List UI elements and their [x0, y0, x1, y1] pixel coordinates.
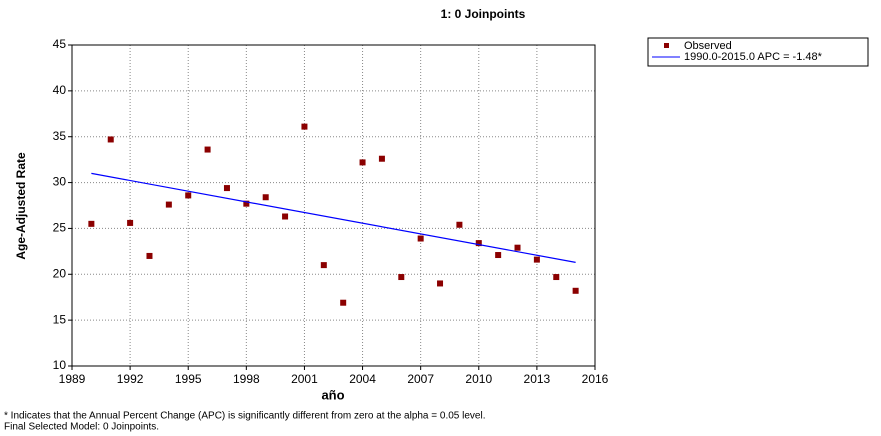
point [340, 299, 347, 306]
y-axis-label: Age-Adjusted Rate [14, 152, 28, 260]
point [417, 235, 424, 242]
point [495, 252, 502, 259]
point [553, 274, 560, 281]
y-tick-label: 20 [53, 266, 67, 280]
point [359, 159, 366, 166]
point [107, 136, 114, 143]
x-tick-label: 1992 [117, 372, 144, 386]
legend-swatch [664, 43, 669, 48]
x-tick-label: 2004 [349, 372, 376, 386]
legend-box [647, 37, 869, 67]
point [282, 213, 289, 220]
point [572, 287, 579, 294]
x-tick-label: 1989 [59, 372, 86, 386]
point [146, 252, 153, 259]
plot-frame [71, 44, 596, 367]
point [127, 219, 134, 226]
point [456, 221, 463, 228]
point [533, 256, 540, 263]
fit-line [91, 172, 576, 263]
point [204, 146, 211, 153]
x-tick-label: 1995 [175, 372, 202, 386]
y-tick-label: 25 [53, 221, 67, 235]
x-tick-label: 2007 [407, 372, 434, 386]
point [185, 192, 192, 199]
x-tick-label: 2001 [291, 372, 318, 386]
x-tick-label: 2013 [524, 372, 551, 386]
point [243, 200, 250, 207]
x-axis-label: año [321, 387, 344, 402]
y-tick-label: 40 [53, 83, 67, 97]
y-tick-label: 30 [53, 175, 67, 189]
chart-title: 1: 0 Joinpoints [441, 7, 526, 21]
x-tick-label: 2016 [582, 372, 609, 386]
y-tick-label: 45 [53, 37, 67, 51]
point [475, 240, 482, 247]
legend-label: 1990.0-2015.0 APC = -1.48* [684, 51, 823, 63]
y-tick-label: 15 [53, 312, 67, 326]
point [320, 262, 327, 269]
y-tick-label: 10 [53, 358, 67, 372]
point [88, 220, 95, 227]
point [223, 185, 230, 192]
point [301, 123, 308, 130]
x-tick-label: 2010 [465, 372, 492, 386]
y-tick-label: 35 [53, 129, 67, 143]
point [437, 280, 444, 287]
point [165, 201, 172, 208]
point [398, 274, 405, 281]
point [262, 194, 269, 201]
point [378, 155, 385, 162]
footnote: * Indicates that the Annual Percent Chan… [4, 411, 485, 422]
footnote: Final Selected Model: 0 Joinpoints. [4, 422, 159, 433]
legend-label: Observed [684, 40, 732, 52]
x-tick-label: 1998 [233, 372, 260, 386]
point [514, 244, 521, 251]
